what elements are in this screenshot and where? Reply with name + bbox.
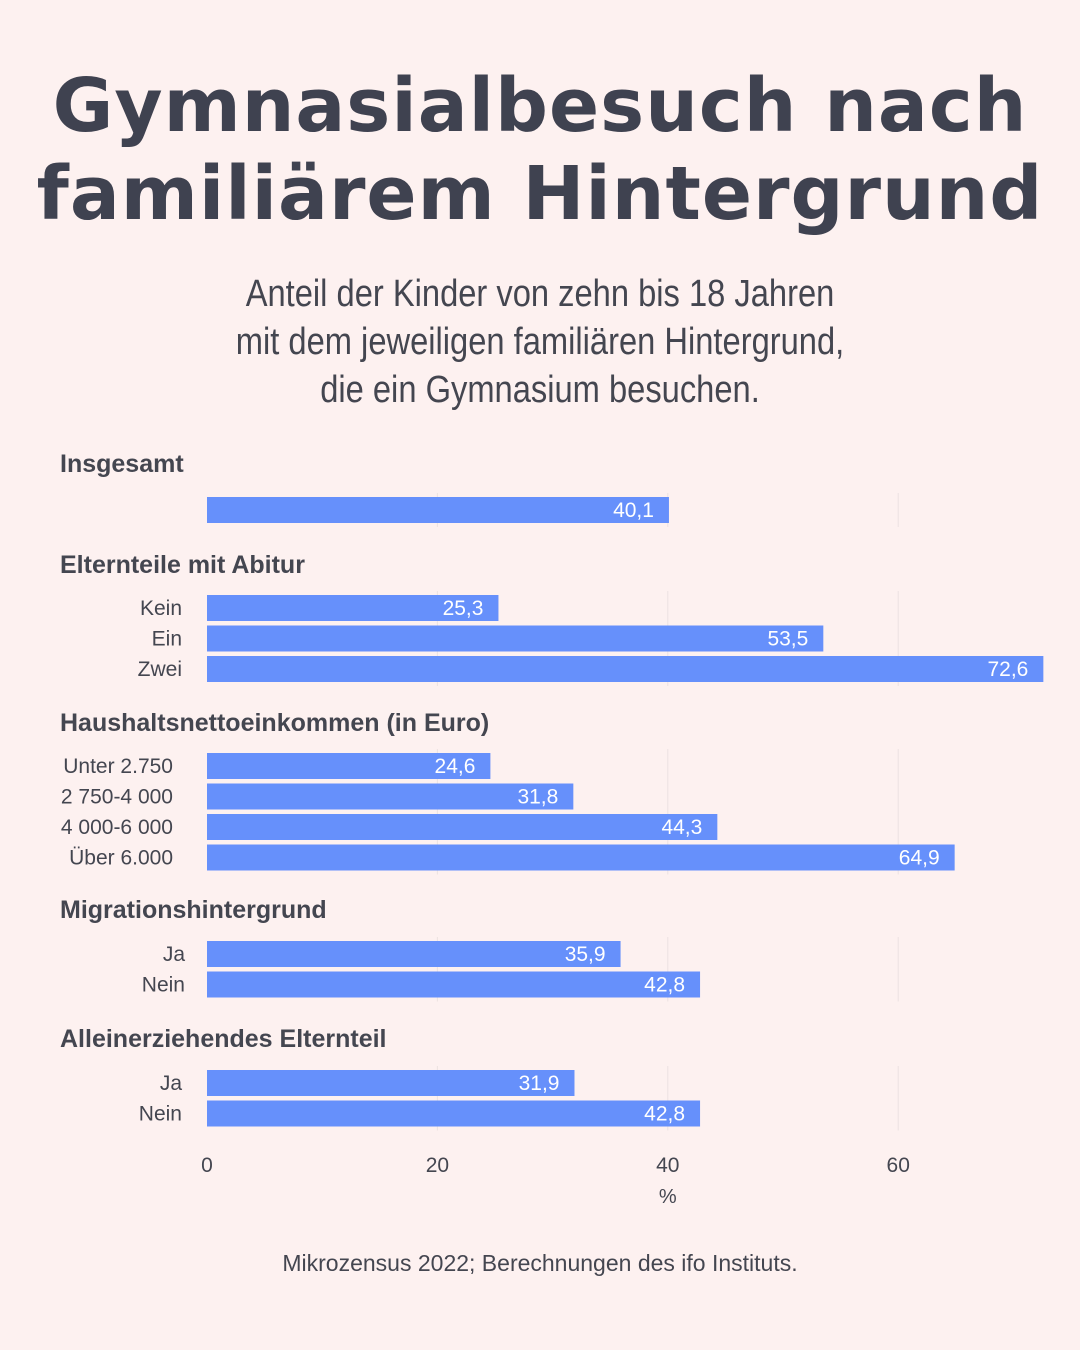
- category-label: Über 6.000: [69, 847, 173, 870]
- bar: [207, 844, 955, 871]
- bar-value-label: 64,9: [899, 847, 940, 870]
- chart-subtitle: Anteil der Kinder von zehn bis 18 Jahren…: [76, 270, 1005, 414]
- bar-value-label: 42,8: [644, 974, 685, 997]
- category-label: Nein: [142, 974, 185, 997]
- group-header: Migrationshintergrund: [60, 896, 327, 924]
- x-tick-label: 40: [656, 1154, 679, 1177]
- bar: [207, 625, 824, 652]
- category-label: Ja: [163, 943, 186, 966]
- bar-value-label: 31,8: [517, 786, 558, 809]
- category-label: Nein: [139, 1103, 182, 1126]
- x-axis-label: %: [659, 1186, 677, 1208]
- group-header: Insgesamt: [60, 450, 184, 478]
- x-tick-label: 60: [887, 1154, 910, 1177]
- category-label: Zwei: [138, 658, 182, 681]
- bar: [207, 783, 574, 810]
- bar: [207, 656, 1044, 682]
- bar-value-label: 40,1: [613, 499, 654, 522]
- category-label: Ein: [152, 628, 182, 651]
- chart-title-line-1: Gymnasialbesuch nach: [52, 63, 1028, 149]
- category-label: Unter 2.750: [63, 755, 173, 778]
- x-tick-label: 20: [426, 1154, 449, 1177]
- category-label: Ja: [160, 1072, 183, 1095]
- bar-value-label: 42,8: [644, 1103, 685, 1126]
- bar: [207, 753, 491, 779]
- chart-title-line-2: familiärem Hintergrund: [36, 151, 1044, 237]
- group-header: Alleinerziehendes Elternteil: [60, 1025, 387, 1053]
- bar-value-label: 72,6: [987, 658, 1028, 681]
- chart-subtitle-line-2: mit dem jeweiligen familiären Hintergrun…: [235, 321, 845, 363]
- category-label: 4 000-6 000: [61, 816, 173, 839]
- group-header: Elternteile mit Abitur: [60, 551, 305, 579]
- bar: [207, 595, 499, 621]
- chart-subtitle-line-1: Anteil der Kinder von zehn bis 18 Jahren: [245, 273, 835, 315]
- bar: [207, 814, 718, 840]
- chart-subtitle-line-3: die ein Gymnasium besuchen.: [320, 369, 760, 411]
- bar-value-label: 31,9: [519, 1072, 560, 1095]
- x-tick-label: 0: [201, 1154, 213, 1177]
- category-label: Kein: [140, 597, 182, 620]
- bar-value-label: 25,3: [443, 597, 484, 620]
- bar-value-label: 35,9: [565, 943, 606, 966]
- bar: [207, 941, 621, 967]
- source-note: Mikrozensus 2022; Berechnungen des ifo I…: [282, 1250, 798, 1276]
- bar: [207, 1070, 575, 1096]
- bar-value-label: 24,6: [435, 755, 476, 778]
- bar: [207, 971, 701, 998]
- bar: [207, 1100, 701, 1127]
- category-label: 2 750-4 000: [61, 786, 173, 809]
- group-header: Haushaltsnettoeinkommen (in Euro): [60, 709, 489, 737]
- bar-value-label: 53,5: [767, 628, 808, 651]
- bar: [207, 497, 669, 523]
- chart-title: Gymnasialbesuch nach familiärem Hintergr…: [0, 62, 1080, 238]
- bar-value-label: 44,3: [661, 816, 702, 839]
